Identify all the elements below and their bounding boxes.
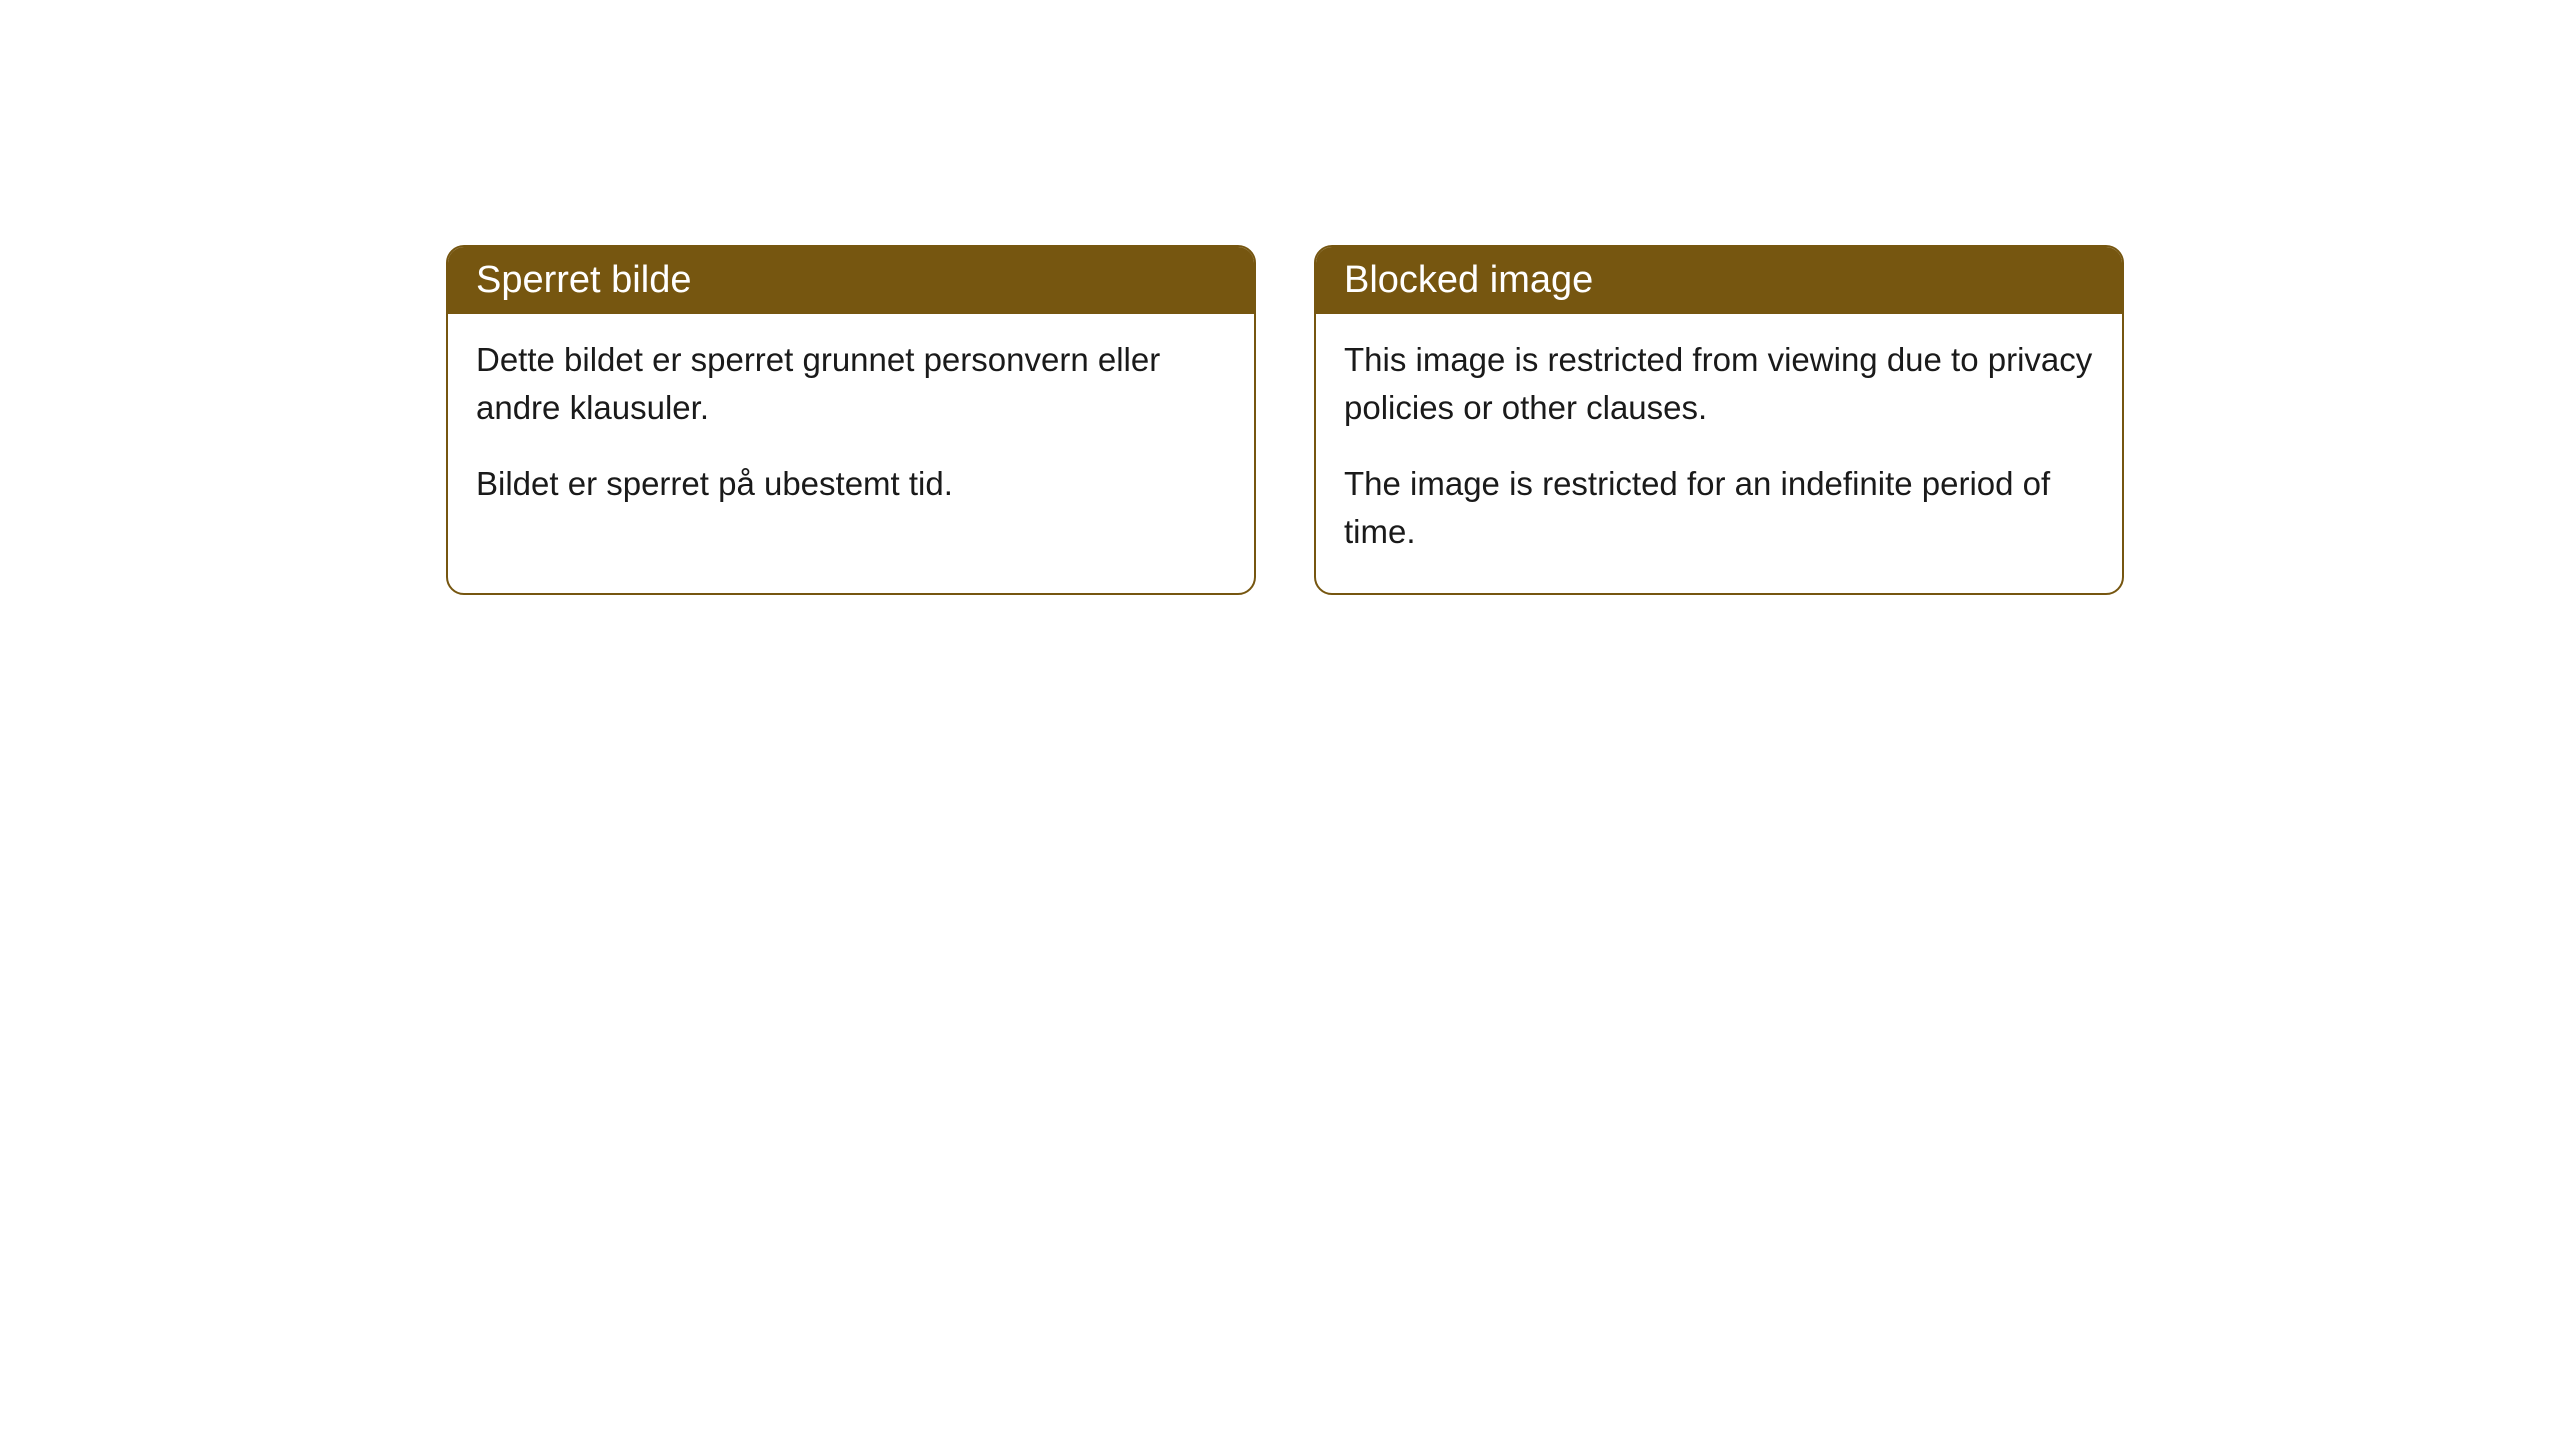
- card-title: Sperret bilde: [476, 259, 691, 301]
- card-paragraph: Dette bildet er sperret grunnet personve…: [476, 336, 1226, 432]
- card-paragraph: This image is restricted from viewing du…: [1344, 336, 2094, 432]
- card-norwegian: Sperret bilde Dette bildet er sperret gr…: [446, 245, 1256, 595]
- card-body-norwegian: Dette bildet er sperret grunnet personve…: [448, 314, 1254, 546]
- card-body-english: This image is restricted from viewing du…: [1316, 314, 2122, 593]
- card-header-english: Blocked image: [1316, 247, 2122, 314]
- card-paragraph: Bildet er sperret på ubestemt tid.: [476, 460, 1226, 508]
- card-header-norwegian: Sperret bilde: [448, 247, 1254, 314]
- card-english: Blocked image This image is restricted f…: [1314, 245, 2124, 595]
- cards-container: Sperret bilde Dette bildet er sperret gr…: [446, 245, 2124, 595]
- card-paragraph: The image is restricted for an indefinit…: [1344, 460, 2094, 556]
- card-title: Blocked image: [1344, 259, 1593, 301]
